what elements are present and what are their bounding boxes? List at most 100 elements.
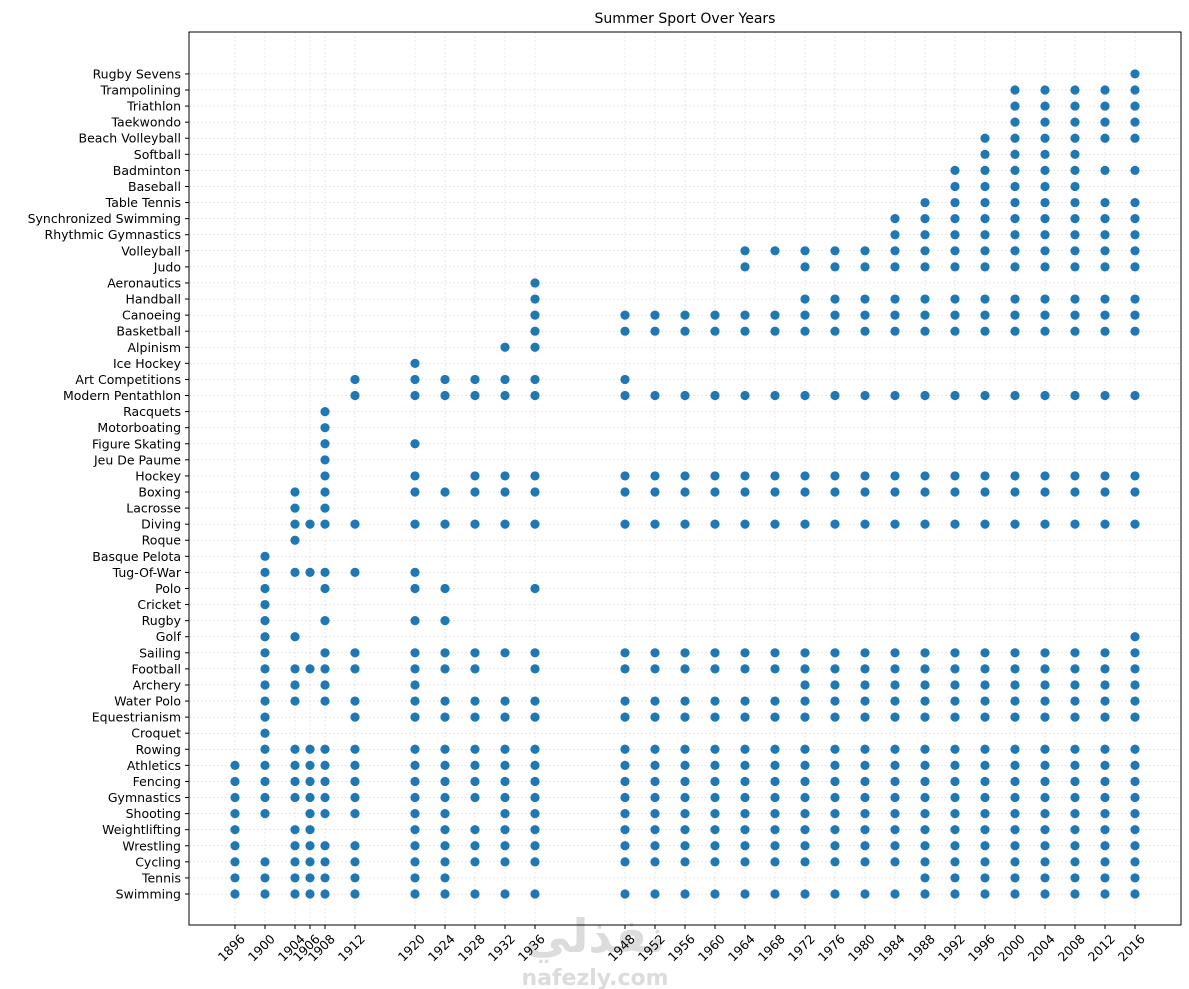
- scatter-point: [350, 841, 360, 851]
- scatter-point: [770, 326, 780, 336]
- scatter-point: [230, 889, 240, 899]
- scatter-point: [290, 792, 300, 803]
- scatter-point: [305, 567, 315, 578]
- scatter-point: [1130, 165, 1140, 175]
- scatter-point: [800, 471, 810, 481]
- scatter-point: [710, 471, 720, 481]
- scatter-point: [1130, 760, 1140, 770]
- y-tick-label: Rhythmic Gymnastics: [45, 227, 181, 242]
- scatter-point: [770, 889, 780, 899]
- scatter-point: [1130, 390, 1140, 401]
- x-tick-label: 1900: [245, 931, 278, 964]
- scatter-point: [890, 471, 900, 481]
- scatter-point: [980, 825, 990, 835]
- scatter-point: [950, 857, 960, 867]
- scatter-point: [830, 712, 840, 722]
- x-tick-label: 2004: [1025, 931, 1058, 964]
- scatter-point: [950, 680, 960, 690]
- x-tick-label: 2016: [1115, 931, 1148, 964]
- scatter-point: [950, 648, 960, 658]
- scatter-point: [1070, 680, 1080, 690]
- scatter-point: [980, 181, 990, 192]
- scatter-point: [1100, 792, 1110, 803]
- scatter-point: [890, 390, 900, 401]
- scatter-point: [1070, 776, 1080, 787]
- scatter-point: [620, 825, 630, 835]
- scatter-point: [710, 857, 720, 867]
- scatter-point: [1130, 85, 1140, 95]
- scatter-point: [470, 471, 480, 481]
- scatter-point: [650, 664, 660, 674]
- scatter-point: [1130, 857, 1140, 867]
- scatter-point: [1100, 310, 1110, 320]
- scatter-point: [980, 149, 990, 159]
- scatter-point: [410, 390, 420, 401]
- scatter-point: [410, 519, 420, 529]
- scatter-point: [920, 487, 930, 497]
- scatter-point: [1070, 246, 1080, 256]
- scatter-point: [530, 310, 540, 320]
- x-tick-label: 2012: [1085, 931, 1118, 964]
- scatter-point: [410, 616, 420, 626]
- scatter-point: [980, 165, 990, 175]
- y-tick-label: Polo: [155, 581, 181, 596]
- scatter-point: [950, 246, 960, 256]
- scatter-point: [320, 407, 330, 417]
- scatter-point: [710, 809, 720, 819]
- x-tick-label: 1896: [215, 931, 248, 964]
- scatter-point: [950, 696, 960, 706]
- scatter-point: [320, 503, 330, 513]
- scatter-point: [710, 519, 720, 529]
- scatter-point: [1100, 809, 1110, 819]
- scatter-point: [530, 857, 540, 867]
- scatter-point: [1010, 841, 1020, 851]
- scatter-point: [830, 294, 840, 304]
- x-tick-label: 1980: [845, 931, 878, 964]
- scatter-point: [950, 841, 960, 851]
- scatter-point: [1040, 648, 1050, 658]
- scatter-point: [290, 519, 300, 529]
- scatter-point: [650, 519, 660, 529]
- scatter-point: [470, 825, 480, 835]
- scatter-point: [830, 519, 840, 529]
- scatter-point: [680, 776, 690, 787]
- y-tick-label: Tug-Of-War: [112, 565, 182, 580]
- y-tick-label: Boxing: [138, 485, 181, 500]
- scatter-point: [1130, 69, 1140, 79]
- scatter-point: [710, 664, 720, 674]
- scatter-point: [920, 294, 930, 304]
- scatter-point: [320, 776, 330, 787]
- scatter-point: [980, 712, 990, 722]
- scatter-point: [800, 680, 810, 690]
- scatter-point: [440, 390, 450, 401]
- scatter-point: [860, 760, 870, 770]
- scatter-point: [260, 728, 270, 738]
- scatter-point: [500, 471, 510, 481]
- scatter-point: [1130, 680, 1140, 690]
- x-tick-label: 1960: [695, 931, 728, 964]
- y-tick-label: Table Tennis: [105, 195, 181, 210]
- scatter-point: [830, 889, 840, 899]
- scatter-point: [1010, 117, 1020, 127]
- scatter-point: [1070, 390, 1080, 401]
- scatter-point: [1100, 246, 1110, 256]
- scatter-point: [305, 857, 315, 867]
- scatter-point: [350, 792, 360, 803]
- scatter-point: [470, 776, 480, 787]
- scatter-point: [920, 857, 930, 867]
- scatter-point: [1010, 744, 1020, 754]
- scatter-point: [920, 760, 930, 770]
- scatter-point: [620, 744, 630, 754]
- scatter-point: [980, 889, 990, 899]
- scatter-point: [620, 664, 630, 674]
- scatter-point: [1100, 101, 1110, 111]
- scatter-point: [410, 374, 420, 385]
- scatter-point: [1100, 841, 1110, 851]
- scatter-point: [770, 696, 780, 706]
- scatter-point: [470, 664, 480, 674]
- scatter-point: [410, 841, 420, 851]
- y-tick-label: Motorboating: [97, 420, 181, 435]
- scatter-point: [920, 390, 930, 401]
- scatter-point: [920, 197, 930, 208]
- scatter-point: [530, 342, 540, 352]
